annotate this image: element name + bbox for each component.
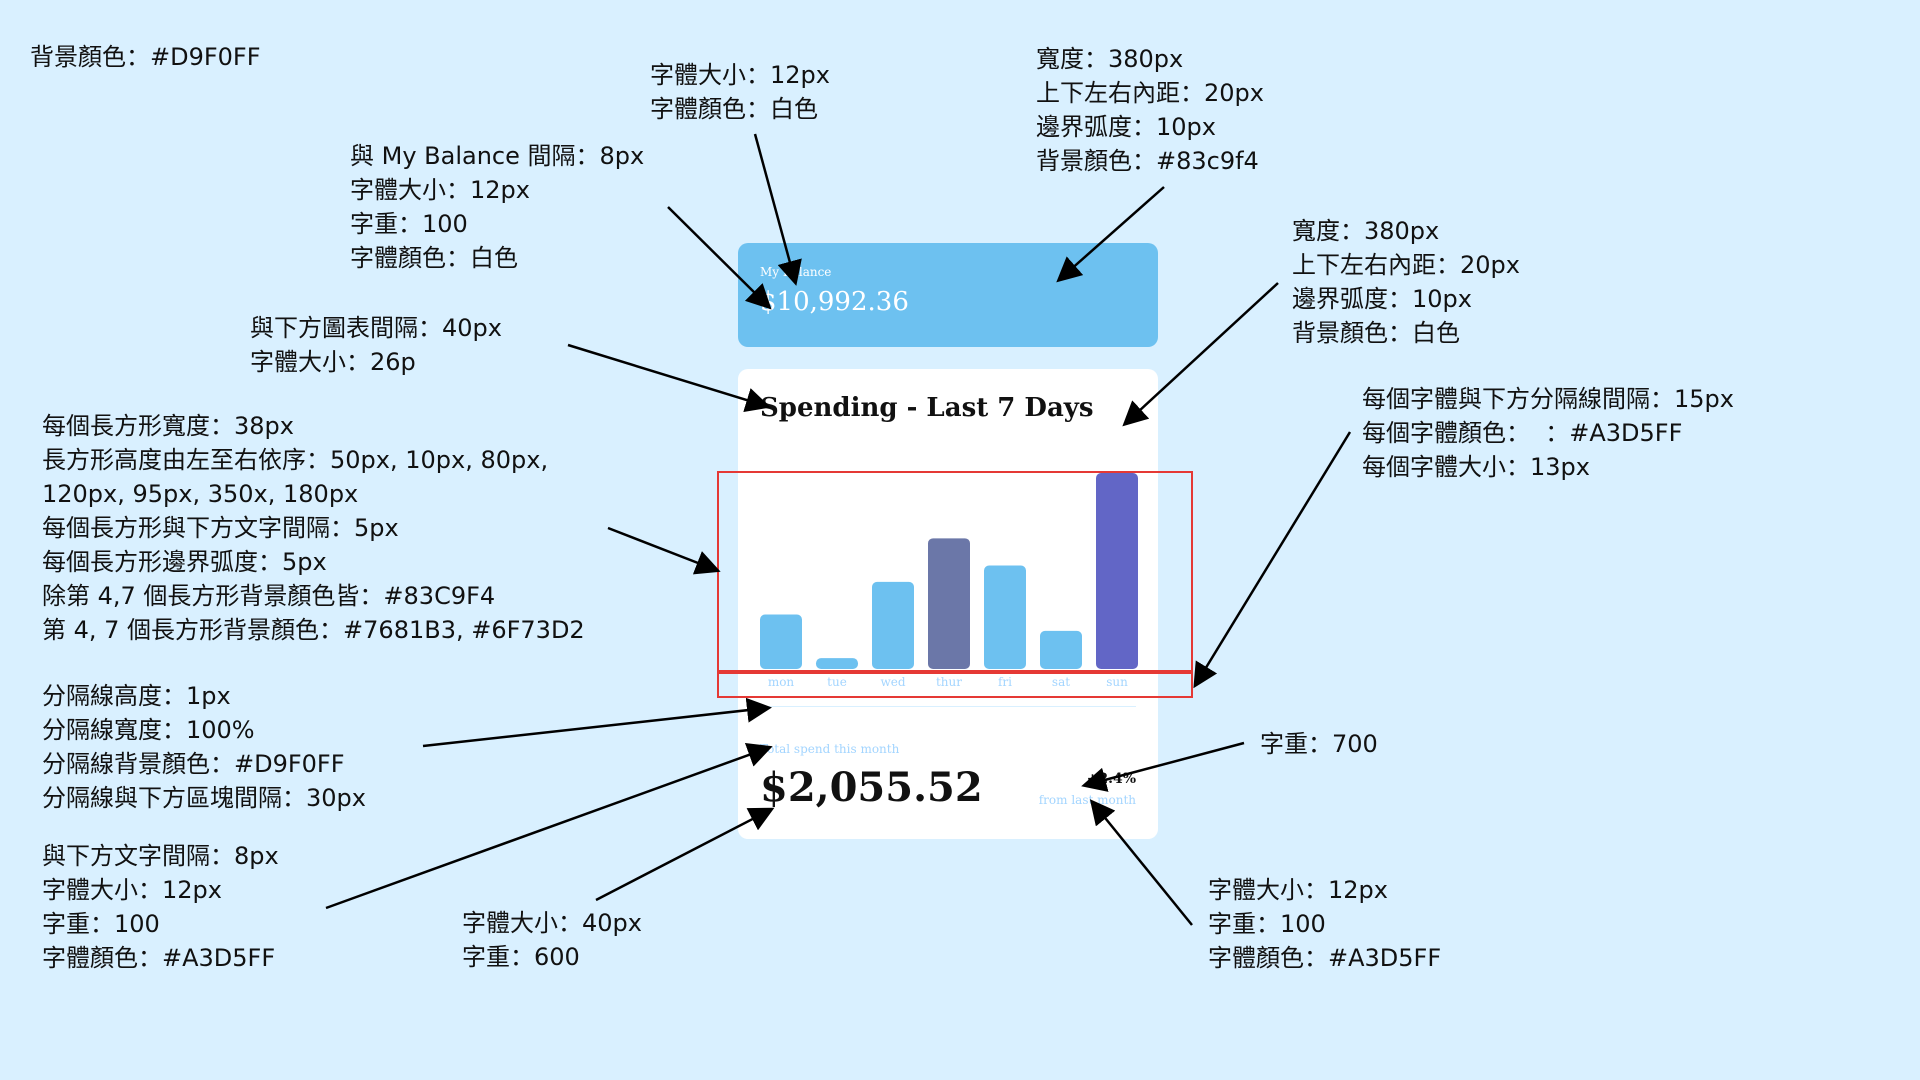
bar-fri xyxy=(984,565,1026,669)
note-white-card-spec: 寬度：380px 上下左右內距：20px 邊界弧度：10px 背景顏色：白色 xyxy=(1292,217,1520,347)
note-bg-color: 背景顏色：#D9F0FF xyxy=(30,43,261,71)
spending-title: Spending - Last 7 Days xyxy=(760,393,1094,423)
change-percent: +2.4% xyxy=(1086,771,1136,787)
note-balance-label-spec: 與 My Balance 間隔：8px 字體大小：12px 字重：100 字體顏… xyxy=(350,142,645,272)
day-label-wed: wed xyxy=(880,675,905,689)
note-card-spec: 寬度：380px 上下左右內距：20px 邊界弧度：10px 背景顏色：#83c… xyxy=(1036,45,1264,175)
change-label: from last month xyxy=(1038,793,1136,807)
note-title-spec: 與下方圖表間隔：40px 字體大小：26p xyxy=(250,314,502,376)
total-spend-label: Total spend this month xyxy=(760,742,900,756)
bar-sat xyxy=(1040,630,1082,669)
arrow-total-label xyxy=(325,743,773,910)
day-label-tue: tue xyxy=(827,675,847,689)
day-label-mon: mon xyxy=(768,675,795,689)
bar-wed xyxy=(872,581,914,669)
spending-chart: mon tue wed thur fri sat sun xyxy=(760,473,1138,689)
divider xyxy=(760,706,1136,707)
bar-thur xyxy=(928,538,970,669)
bar-tue xyxy=(816,658,858,669)
balance-amount: $10,992.36 xyxy=(760,287,909,317)
note-label-font: 字體大小：12px 字體顏色：白色 xyxy=(650,61,830,123)
day-label-sat: sat xyxy=(1052,675,1070,689)
total-spend-amount: $2,055.52 xyxy=(760,764,983,811)
note-day-label-spec: 每個字體與下方分隔線間隔：15px 每個字體顏色： ：#A3D5FF 每個字體大… xyxy=(1362,385,1734,481)
arrow-divider xyxy=(422,697,772,748)
note-change-label-spec: 字體大小：12px 字重：100 字體顏色：#A3D5FF xyxy=(1208,876,1442,972)
balance-card: My Balance $10,992.36 xyxy=(738,243,1158,347)
arrow-bars xyxy=(607,526,721,575)
day-label-fri: fri xyxy=(998,675,1012,689)
note-total-amount-spec: 字體大小：40px 字重：600 xyxy=(462,909,642,971)
day-label-thur: thur xyxy=(936,675,962,689)
arrow-title xyxy=(567,343,771,413)
note-bars-spec: 每個長方形寬度：38px 長方形高度由左至右依序：50px, 10px, 80p… xyxy=(42,412,585,644)
bar-sun xyxy=(1096,473,1138,669)
note-total-label-spec: 與下方文字間隔：8px 字體大小：12px 字重：100 字體顏色：#A3D5F… xyxy=(42,842,279,972)
note-weight-spec: 字重：700 xyxy=(1260,730,1378,758)
spending-card: Spending - Last 7 Days mon tue wed thur fri s… xyxy=(738,369,1158,839)
note-divider-spec: 分隔線高度：1px 分隔線寬度：100% 分隔線背景顏色：#D9F0FF 分隔線… xyxy=(42,682,366,812)
chart-highlight-box xyxy=(717,471,1193,672)
day-labels-highlight-box xyxy=(717,672,1193,698)
bar-mon xyxy=(760,614,802,669)
arrow-day-labels xyxy=(1193,431,1352,689)
day-label-sun: sun xyxy=(1106,675,1128,689)
balance-label: My Balance xyxy=(760,265,832,279)
